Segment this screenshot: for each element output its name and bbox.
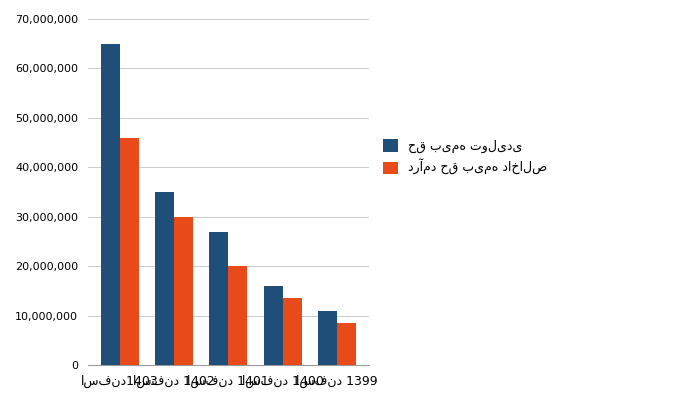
Bar xyxy=(228,266,247,365)
Bar xyxy=(283,298,302,365)
Bar xyxy=(318,311,337,365)
Bar xyxy=(337,323,356,365)
Bar xyxy=(174,217,193,365)
Bar xyxy=(155,192,174,365)
Bar xyxy=(263,286,283,365)
Bar xyxy=(209,232,228,365)
Bar xyxy=(119,138,139,365)
Bar xyxy=(101,44,119,365)
Legend: حق بیمه تولیدی, درآمد حق بیمه داخالص: حق بیمه تولیدی, درآمد حق بیمه داخالص xyxy=(378,135,552,181)
